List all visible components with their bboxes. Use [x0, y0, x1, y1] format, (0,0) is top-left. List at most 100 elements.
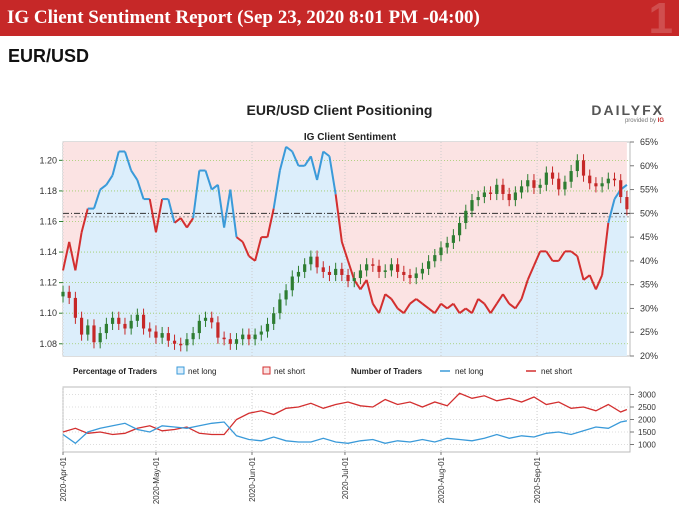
candle-body: [495, 184, 499, 194]
sentiment-line-segment: [272, 170, 281, 209]
price-tick-label: 1.20: [39, 155, 57, 165]
legend-net-short-swatch: [262, 366, 271, 375]
candle-body: [482, 192, 486, 198]
net-short-traders-line: [62, 392, 628, 436]
sentiment-line-segment: [601, 222, 610, 276]
sentiment-line-segment: [570, 250, 578, 257]
date-tick-label: 2020-Jun-01: [248, 456, 257, 501]
sentiment-line-segment: [402, 303, 411, 314]
candle-body: [259, 331, 263, 335]
sentiment-line-segment: [192, 170, 201, 219]
sentiment-tick-label: 60%: [640, 161, 658, 171]
candle-body: [594, 183, 598, 187]
sentiment-line-segment: [427, 307, 436, 314]
price-tick-label: 1.08: [39, 339, 57, 349]
candle-body: [315, 256, 319, 268]
price-tick-label: 1.16: [39, 216, 57, 226]
sentiment-line-segment: [415, 298, 424, 305]
sentiment-line-segment: [148, 198, 157, 233]
candle-body: [247, 334, 251, 340]
candle-body: [67, 291, 71, 298]
sentiment-line-segment: [80, 208, 89, 233]
candle-body: [581, 160, 586, 176]
candle-body: [544, 172, 548, 185]
candle-body: [123, 323, 127, 329]
legend-number-title: Number of Traders: [351, 367, 423, 376]
candle-body: [371, 264, 375, 266]
sentiment-line-segment: [216, 184, 226, 228]
sentiment-line-segment: [421, 302, 430, 310]
sentiment-line-segment: [365, 279, 374, 304]
price-tick-label: 1.10: [39, 308, 57, 318]
candle-body: [346, 274, 350, 282]
candle-body: [612, 178, 617, 181]
candle-body: [470, 200, 474, 211]
legend-number-short-label: net short: [541, 367, 573, 376]
sentiment-line-segment: [93, 189, 102, 209]
sentiment-line-segment: [446, 302, 455, 310]
sentiment-line-segment: [334, 194, 343, 242]
sentiment-line-segment: [508, 302, 516, 310]
sentiment-line-segment: [186, 217, 194, 229]
traders-tick-label: 2000: [638, 416, 656, 425]
sentiment-line-segment: [533, 250, 542, 267]
candle-body: [185, 339, 189, 346]
candle-body: [216, 322, 220, 338]
candle-body: [117, 317, 121, 324]
candle-body: [420, 268, 425, 274]
candle-body: [550, 172, 555, 179]
candle-body: [148, 328, 152, 332]
candle-body: [203, 317, 208, 321]
sentiment-line-segment: [241, 241, 250, 257]
candle-body: [154, 331, 158, 338]
sentiment-line-segment: [409, 298, 417, 305]
sentiment-line-segment: [136, 179, 145, 200]
ig-watermark-icon: 1: [648, 0, 673, 43]
candle-body: [513, 192, 517, 201]
report-header: IG Client Sentiment Report (Sep 23, 2020…: [0, 0, 679, 43]
sentiment-line-segment: [495, 293, 504, 305]
candle-body: [389, 264, 394, 271]
sentiment-line-segment: [235, 236, 244, 243]
candle-body: [358, 270, 363, 279]
candle-body: [98, 333, 102, 343]
candle-body: [290, 276, 294, 291]
candle-body: [61, 291, 65, 297]
candle-body: [228, 339, 232, 344]
sentiment-line-segment: [607, 198, 616, 224]
candle-body: [606, 178, 610, 184]
candle-body: [501, 184, 505, 194]
candle-body: [210, 317, 214, 323]
candle-body: [222, 337, 226, 340]
legend-number-long-label: net long: [455, 367, 483, 376]
legend-net-long-label: net long: [188, 367, 216, 376]
sentiment-tick-label: 45%: [640, 232, 658, 242]
sentiment-line-segment: [285, 145, 293, 153]
sentiment-line-segment: [458, 307, 467, 314]
candle-body: [569, 171, 573, 182]
sentiment-line-segment: [99, 184, 107, 191]
sentiment-line-segment: [167, 198, 176, 224]
legend-net-short-label: net short: [274, 367, 306, 376]
sentiment-line-segment: [124, 151, 133, 171]
candle-body: [575, 160, 579, 172]
sentiment-line-segment: [502, 293, 511, 305]
sentiment-line-segment: [520, 279, 529, 300]
sentiment-line-segment: [309, 156, 319, 181]
candle-body: [86, 325, 90, 335]
candle-body: [172, 340, 177, 344]
candle-body: [600, 183, 604, 187]
candle-body: [588, 175, 592, 184]
candle-body: [507, 193, 511, 201]
candle-body: [619, 180, 623, 198]
report-title: IG Client Sentiment Report (Sep 23, 2020…: [7, 7, 480, 28]
sentiment-line-segment: [452, 303, 461, 314]
sentiment-line-segment: [340, 241, 350, 262]
sentiment-line-segment: [204, 170, 213, 190]
candle-body: [104, 323, 108, 334]
candle-body: [241, 334, 245, 340]
candle-body: [296, 271, 301, 277]
candle-body: [402, 271, 406, 275]
sentiment-tick-label: 20%: [640, 351, 658, 361]
price-tick-label: 1.12: [39, 278, 57, 288]
